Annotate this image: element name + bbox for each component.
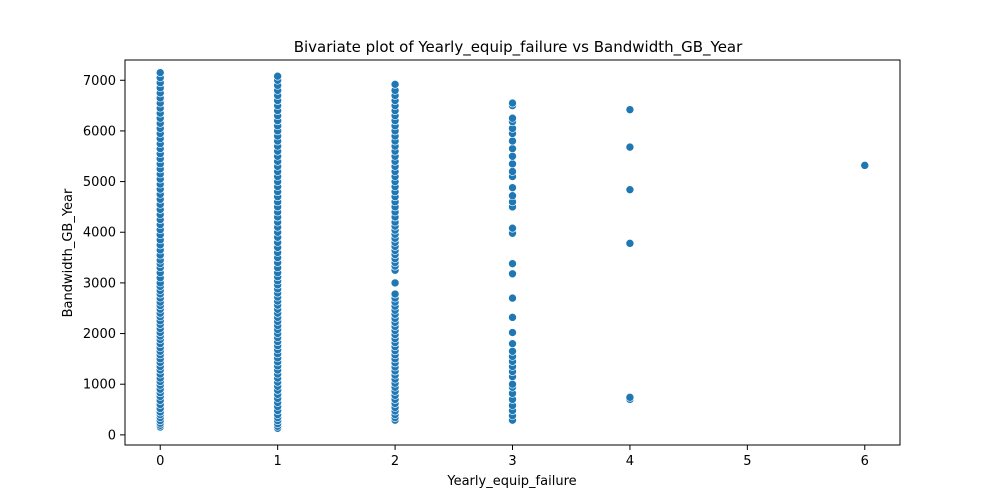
data-point [390, 80, 400, 89]
data-point [508, 144, 517, 153]
y-tick-label: 7000 [83, 74, 116, 89]
x-tick-label: 2 [391, 454, 399, 469]
plot-area-frame [124, 59, 901, 446]
data-point [508, 313, 517, 322]
data-point [508, 346, 517, 356]
y-tick-label: 6000 [83, 124, 116, 139]
data-point [508, 339, 517, 348]
data-point [508, 113, 517, 123]
x-tick-label: 5 [743, 454, 751, 469]
y-tick-label: 0 [108, 428, 116, 443]
y-tick-label: 3000 [83, 276, 116, 291]
x-tick-label: 1 [274, 454, 282, 469]
data-point [508, 259, 517, 268]
y-axis-ticks: 0 1000 2000 3000 4000 5000 6000 7000 [83, 74, 125, 443]
data-point [508, 136, 517, 146]
data-point [625, 239, 635, 248]
y-tick-label: 2000 [83, 327, 116, 342]
data-point [390, 278, 400, 288]
data-point [508, 328, 517, 337]
data-point [155, 68, 165, 77]
y-axis-label: Bandwidth_GB_Year [61, 188, 76, 317]
data-point [508, 183, 517, 192]
y-tick-label: 4000 [83, 226, 116, 241]
data-point [508, 151, 517, 161]
data-point [508, 269, 517, 279]
data-point [625, 393, 635, 402]
data-point [508, 191, 517, 201]
data-point [508, 223, 517, 233]
data-point [625, 185, 635, 194]
data-point [508, 379, 517, 389]
data-point [273, 71, 282, 81]
data-point [508, 98, 517, 108]
y-tick-label: 5000 [83, 175, 116, 190]
x-tick-label: 6 [861, 454, 869, 469]
data-point [508, 293, 517, 303]
x-axis-ticks: 0 1 2 3 4 5 6 [156, 445, 869, 469]
x-tick-label: 0 [156, 454, 164, 469]
data-point [625, 142, 635, 152]
data-point [860, 161, 870, 170]
data-point [508, 167, 517, 176]
y-tick-label: 1000 [83, 378, 116, 393]
data-point [390, 289, 400, 299]
x-tick-label: 4 [626, 454, 634, 469]
x-axis-label: Yearly_equip_failure [446, 474, 576, 489]
points-layer [155, 68, 870, 433]
x-tick-label: 3 [508, 454, 516, 469]
data-point [625, 105, 635, 114]
chart-title: Bivariate plot of Yearly_equip_failure v… [294, 38, 743, 57]
data-point [508, 159, 517, 169]
